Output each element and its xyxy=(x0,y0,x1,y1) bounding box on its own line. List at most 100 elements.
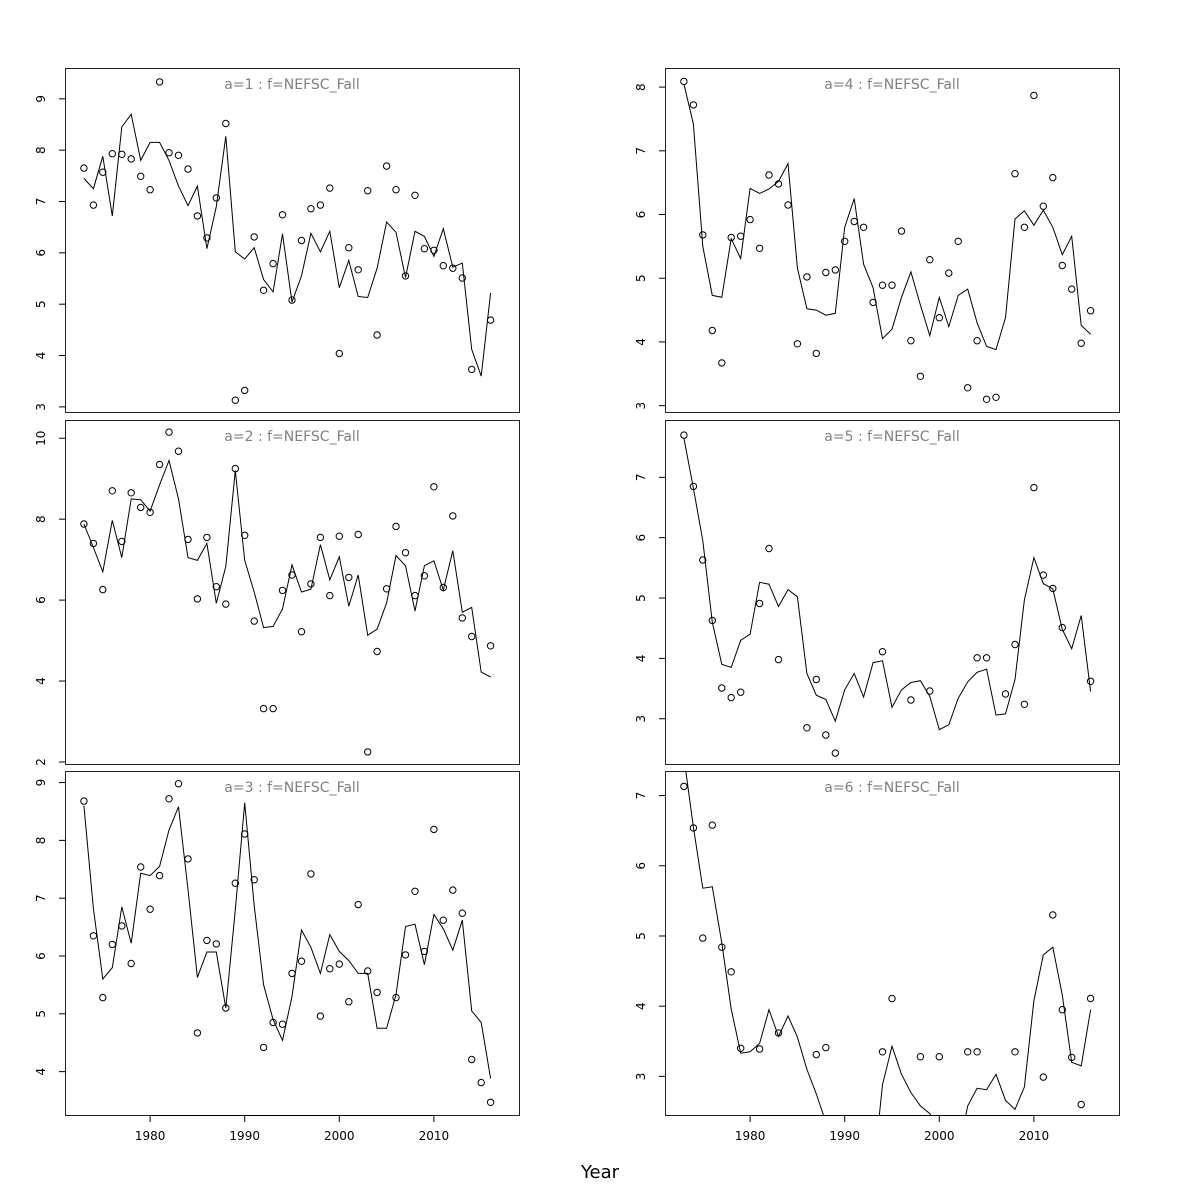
x-tick-label: 1980 xyxy=(735,1129,766,1143)
observed-point xyxy=(99,993,107,1002)
observed-point xyxy=(973,654,981,662)
x-tick-label: 2000 xyxy=(924,1129,955,1143)
observed-point xyxy=(155,460,164,469)
observed-point xyxy=(345,573,353,582)
observed-point xyxy=(259,1043,268,1052)
observed-point xyxy=(888,994,896,1003)
y-tick-label: 5 xyxy=(634,594,648,602)
observed-point xyxy=(699,556,707,564)
observed-point xyxy=(689,482,698,491)
observed-point xyxy=(973,337,981,345)
predicted-line xyxy=(83,802,492,1079)
observed-point xyxy=(439,262,447,270)
observed-point xyxy=(155,78,164,86)
observed-point xyxy=(1030,483,1038,492)
observed-point xyxy=(765,544,773,553)
observed-point xyxy=(203,936,211,945)
observed-point xyxy=(486,316,495,324)
observed-point xyxy=(812,675,820,684)
observed-point xyxy=(803,724,811,732)
observed-point xyxy=(326,591,334,600)
observed-point xyxy=(345,244,353,252)
observed-point xyxy=(174,151,183,160)
observed-point xyxy=(803,273,811,281)
observed-point xyxy=(259,704,268,713)
observed-point xyxy=(727,693,735,702)
observed-point xyxy=(699,934,707,942)
x-axis-col2: 1980 1990 2000 2010 xyxy=(735,1115,1049,1143)
observed-point xyxy=(850,217,858,226)
observed-point xyxy=(755,244,764,253)
observed-point xyxy=(878,281,887,289)
observed-point xyxy=(118,150,126,159)
observed-point xyxy=(288,969,296,978)
observed-point xyxy=(146,508,154,516)
panel-a3: 4 5 6 7 8 9 a=3 : f=NEFSC_Fall xyxy=(34,771,520,1116)
observed-point xyxy=(907,696,915,704)
observed-point xyxy=(118,537,126,546)
x-tick-label: 2010 xyxy=(1019,1129,1050,1143)
observed-point xyxy=(935,1053,943,1061)
y-tick-label: 3 xyxy=(634,402,648,410)
observed-point xyxy=(737,688,745,696)
y-tick-label: 7 xyxy=(634,792,648,800)
observed-point xyxy=(793,340,802,348)
panel-frame xyxy=(665,771,1120,1116)
observed-point xyxy=(278,586,287,595)
y-tick-label: 5 xyxy=(634,274,648,282)
observed-point xyxy=(354,266,362,274)
x-tick-label: 1990 xyxy=(229,1129,260,1143)
observed-point xyxy=(269,259,277,268)
y-tick-label: 6 xyxy=(34,952,48,960)
observed-point xyxy=(1039,1073,1048,1081)
y-tick-label: 7 xyxy=(34,894,48,902)
observed-point xyxy=(737,232,745,240)
observed-point xyxy=(1020,223,1029,232)
observed-point xyxy=(203,533,211,542)
y-tick-label: 4 xyxy=(34,1068,48,1076)
observed-point xyxy=(80,520,88,528)
observed-point xyxy=(212,583,221,591)
observed-point xyxy=(345,998,353,1006)
observed-point xyxy=(755,599,764,608)
observed-point xyxy=(1068,285,1076,293)
observed-point xyxy=(297,957,306,965)
observed-point xyxy=(316,1012,325,1020)
panel-title: a=5 : f=NEFSC_Fall xyxy=(824,429,959,445)
observed-point xyxy=(118,922,126,930)
observed-point xyxy=(449,264,457,272)
panel-title: a=4 : f=NEFSC_Fall xyxy=(824,77,959,93)
observed-point xyxy=(1011,1048,1019,1056)
observed-point xyxy=(888,281,896,289)
observed-point xyxy=(822,1043,830,1052)
observed-point xyxy=(108,150,117,158)
observed-point xyxy=(1020,700,1029,708)
observed-point xyxy=(420,947,429,956)
observed-point xyxy=(193,1029,202,1037)
observed-point xyxy=(99,585,107,594)
observed-point xyxy=(174,780,183,788)
observed-point xyxy=(316,533,325,542)
observed-point xyxy=(165,428,173,436)
observed-point xyxy=(468,1055,476,1064)
observed-point xyxy=(212,194,221,202)
observed-point xyxy=(335,960,343,968)
observed-point xyxy=(1039,202,1048,210)
y-tick-label: 2 xyxy=(34,758,48,766)
y-tick-label: 4 xyxy=(34,352,48,360)
observed-point xyxy=(812,1050,820,1059)
observed-point xyxy=(146,905,154,913)
observed-point xyxy=(1086,307,1095,315)
observed-point xyxy=(680,431,688,439)
observed-point xyxy=(250,876,258,884)
x-tick-label: 2000 xyxy=(324,1129,355,1143)
x-tick-label: 1990 xyxy=(829,1129,860,1143)
observed-point xyxy=(278,211,287,219)
y-tick-label: 5 xyxy=(34,300,48,308)
observed-point xyxy=(1086,677,1095,685)
observed-point xyxy=(458,274,466,282)
panel-a2: 2 4 6 8 10 a=2 : f=NEFSC_Fall xyxy=(34,420,520,766)
x-axis-label: Year xyxy=(580,1162,620,1183)
observed-point xyxy=(831,749,839,757)
observed-point xyxy=(992,393,1000,401)
